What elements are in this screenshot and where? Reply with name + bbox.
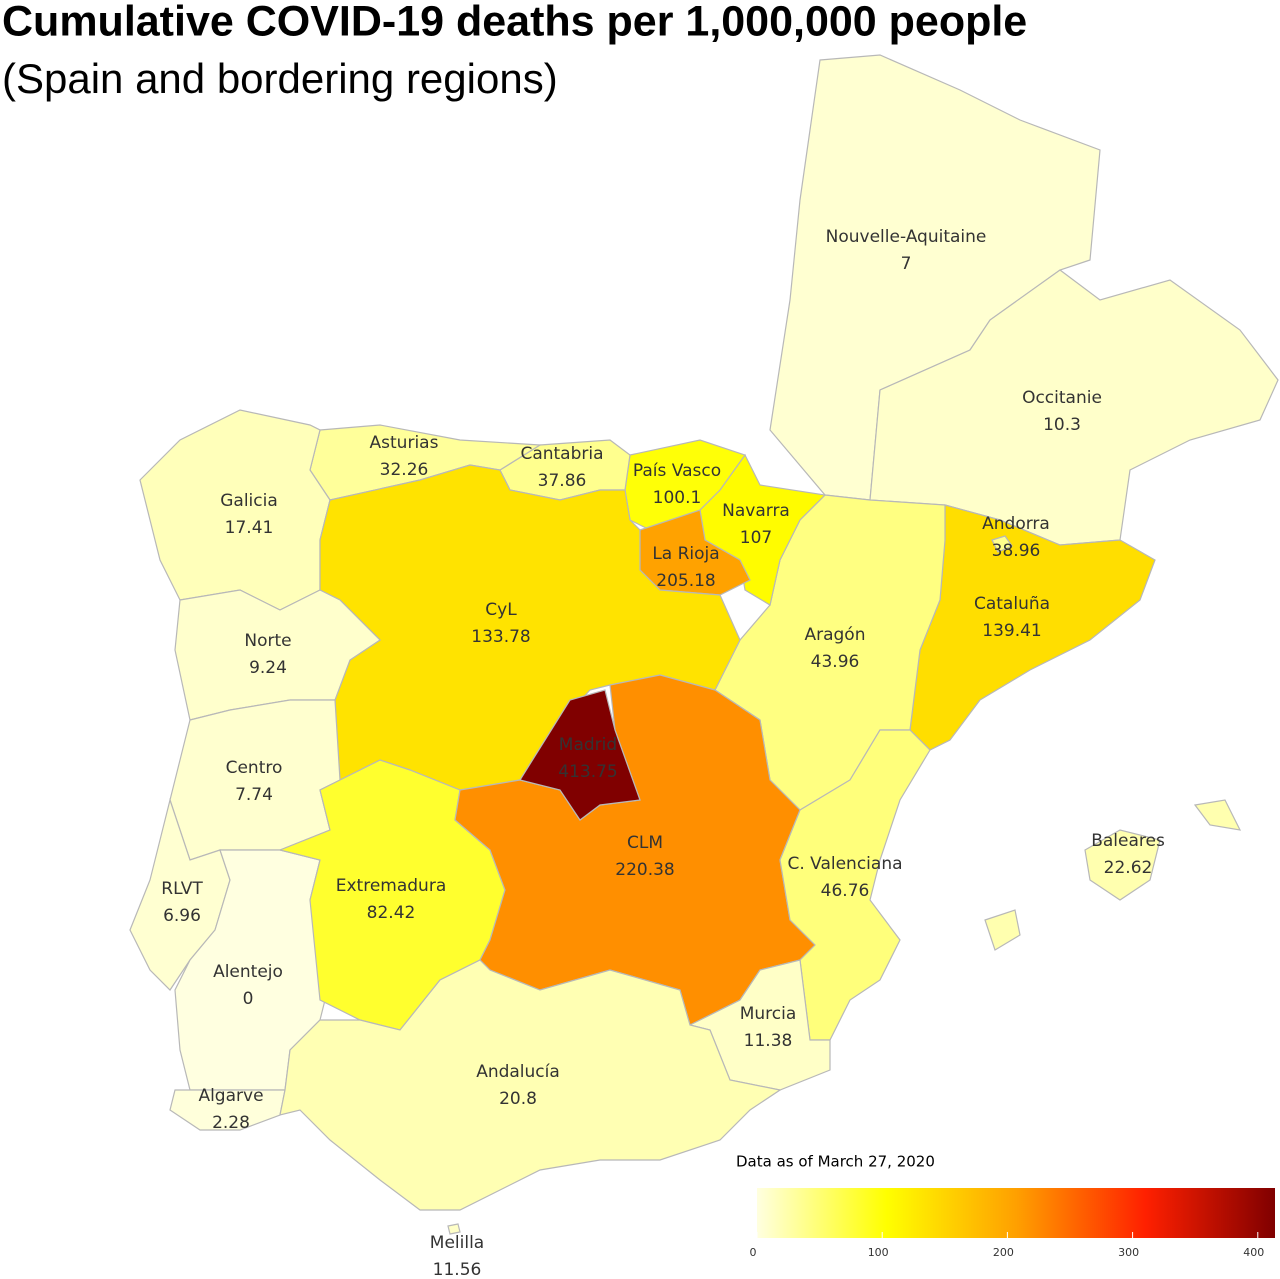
region-name: CyL [485, 600, 517, 620]
region-value: 46.76 [821, 881, 870, 901]
region-name: Galicia [220, 491, 278, 511]
region-value: 22.62 [1104, 858, 1153, 878]
region-name: C. Valenciana [787, 854, 902, 874]
region-value: 32.26 [380, 460, 429, 480]
region-value: 9.24 [249, 658, 287, 678]
region-value: 37.86 [538, 471, 587, 491]
region-value: 82.42 [367, 903, 416, 923]
region-value: 7.74 [235, 785, 273, 805]
region-value: 133.78 [471, 627, 530, 647]
region-name: Extremadura [336, 876, 447, 896]
region-name: Madrid [559, 735, 617, 755]
note: Data as of March 27, 2020 [736, 1153, 935, 1171]
region [779, 729, 931, 1041]
region-value: 6.96 [163, 906, 201, 926]
region-name: RLVT [161, 879, 203, 899]
region-value: 220.38 [615, 860, 674, 880]
region-name: CLM [627, 833, 663, 853]
region [984, 799, 1242, 951]
region-name: La Rioja [652, 544, 719, 564]
region-value: 0 [243, 989, 254, 1009]
region-name: Aragón [804, 625, 865, 645]
region-value: 2.28 [212, 1113, 250, 1133]
region-name: Navarra [722, 501, 790, 521]
colorbar-tick-label: 200 [993, 1246, 1014, 1259]
region [519, 689, 641, 821]
region-value: 100.1 [653, 488, 702, 508]
colorbar-tick-label: 300 [1118, 1246, 1139, 1259]
region-name: Cantabria [520, 444, 603, 464]
region-value: 38.96 [992, 541, 1041, 561]
region-name: Andorra [982, 514, 1050, 534]
region-value: 413.75 [558, 762, 617, 782]
region-name: Murcia [740, 1004, 797, 1024]
region-value: 139.41 [982, 621, 1041, 641]
colorbar-tick-label: 0 [750, 1246, 757, 1259]
region-name: Occitanie [1022, 388, 1102, 408]
region-name: Alentejo [213, 962, 283, 982]
region-name: País Vasco [633, 461, 721, 481]
region-name: Algarve [198, 1086, 263, 1106]
region-value: 7 [901, 254, 912, 274]
region-name: Cataluña [974, 594, 1050, 614]
region [169, 1089, 286, 1131]
colorbar [757, 1188, 1275, 1238]
region-value: 11.56 [433, 1260, 482, 1279]
region-value: 205.18 [656, 571, 715, 591]
region [991, 535, 1013, 553]
region-name: Asturias [370, 433, 439, 453]
colorbar-tick-label: 400 [1243, 1246, 1264, 1259]
region-name: Andalucía [476, 1062, 560, 1082]
region [447, 1223, 461, 1235]
colorbar-tick-label: 100 [868, 1246, 889, 1259]
region-name: Melilla [430, 1233, 484, 1253]
region [279, 959, 782, 1211]
region-value: 17.41 [225, 518, 274, 538]
region-name: Baleares [1091, 831, 1165, 851]
region-value: 20.8 [499, 1089, 537, 1109]
region-value: 107 [740, 528, 772, 548]
region-name: Nouvelle-Aquitaine [826, 227, 987, 247]
region-value: 43.96 [811, 652, 860, 672]
map-title: Cumulative COVID-19 deaths per 1,000,000… [2, 0, 1027, 45]
region-value: 10.3 [1043, 415, 1081, 435]
region-value: 11.38 [744, 1031, 793, 1051]
map-subtitle: (Spain and bordering regions) [2, 55, 558, 102]
region-name: Norte [244, 631, 291, 651]
region-name: Centro [226, 758, 283, 778]
